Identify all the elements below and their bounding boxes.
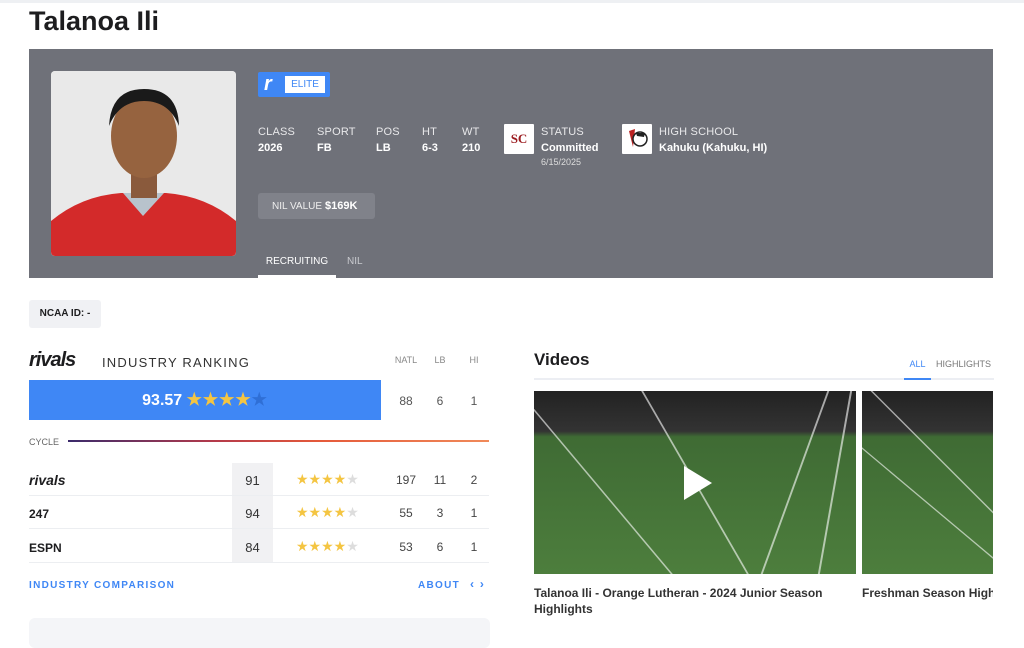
about-link[interactable]: ABOUT (418, 580, 461, 591)
status-block: STATUS Committed 6/15/2025 (541, 126, 599, 167)
composite-pos: 6 (436, 394, 444, 408)
chevron-nav-icon[interactable]: ‹ › (470, 577, 486, 591)
page-title: Talanoa Ili (29, 6, 160, 36)
ranking-row-247: 247 94 ★★★★★ 55 3 1 (29, 496, 489, 529)
cycle-timeline[interactable] (68, 440, 489, 442)
col-pos: LB (434, 355, 446, 365)
ranking-row-rivals: rivals 91 ★★★★★ 197 11 2 (29, 463, 489, 496)
videos-title: Videos (534, 350, 590, 369)
score-column-bg (232, 463, 273, 563)
player-hero: r ELITE CLASS 2026 SPORT FB POS LB HT 6-3 WT… (29, 49, 993, 278)
stat-sport: SPORT FB (317, 126, 356, 154)
col-state: HI (469, 355, 479, 365)
rivals-logo: rivals (29, 349, 76, 371)
video-title-2[interactable]: Freshman Season Highlights (862, 586, 993, 600)
stat-class: CLASS 2026 (258, 126, 296, 154)
high-school-logo[interactable] (622, 124, 652, 154)
industry-comparison-link[interactable]: INDUSTRY COMPARISON (29, 580, 176, 591)
star-rating-icon: ★★★★★ (296, 538, 359, 554)
ranking-title: INDUSTRY RANKING (102, 355, 251, 370)
ranking-row-espn: ESPN 84 ★★★★★ 53 6 1 (29, 530, 489, 563)
tab-recruiting[interactable]: RECRUITING (258, 256, 336, 278)
nil-value[interactable]: NIL VALUE $169K (258, 193, 375, 219)
usc-logo[interactable]: SC (504, 124, 534, 154)
video-thumbnail-2[interactable] (862, 391, 993, 574)
rivals-r-logo: r (264, 73, 272, 95)
player-photo (51, 71, 236, 256)
star-rating-icon: ★★★★★ (186, 390, 268, 409)
next-card (29, 618, 490, 648)
elite-label: ELITE (285, 76, 325, 93)
stat-weight: WT 210 (462, 126, 481, 154)
tab-nil[interactable]: NIL (347, 256, 363, 267)
star-rating-icon: ★★★★★ (296, 504, 359, 520)
videos-tab-highlights[interactable]: HIGHLIGHTS (936, 359, 992, 369)
star-rating-icon: ★★★★★ (296, 471, 359, 487)
cycle-label: CYCLE (29, 437, 60, 447)
stat-position: POS LB (376, 126, 400, 154)
videos-tab-all[interactable]: ALL (904, 359, 931, 380)
col-natl: NATL (394, 355, 418, 365)
composite-natl: 88 (399, 394, 413, 408)
top-border (0, 0, 1024, 3)
video-thumbnail-1[interactable] (534, 391, 856, 574)
video-title-1[interactable]: Talanoa Ili - Orange Lutheran - 2024 Jun… (534, 586, 823, 616)
high-school-block[interactable]: HIGH SCHOOL Kahuku (Kahuku, HI) (659, 126, 768, 154)
composite-state: 1 (470, 394, 478, 408)
stat-height: HT 6-3 (422, 126, 438, 154)
elite-badge: r ELITE (258, 72, 330, 97)
play-icon[interactable] (684, 466, 712, 500)
ncaa-id: NCAA ID: - (29, 300, 101, 328)
composite-score: 93.57 (142, 392, 183, 409)
composite-score-bar: 93.57 ★★★★★ (29, 380, 381, 420)
videos-divider (534, 378, 994, 380)
